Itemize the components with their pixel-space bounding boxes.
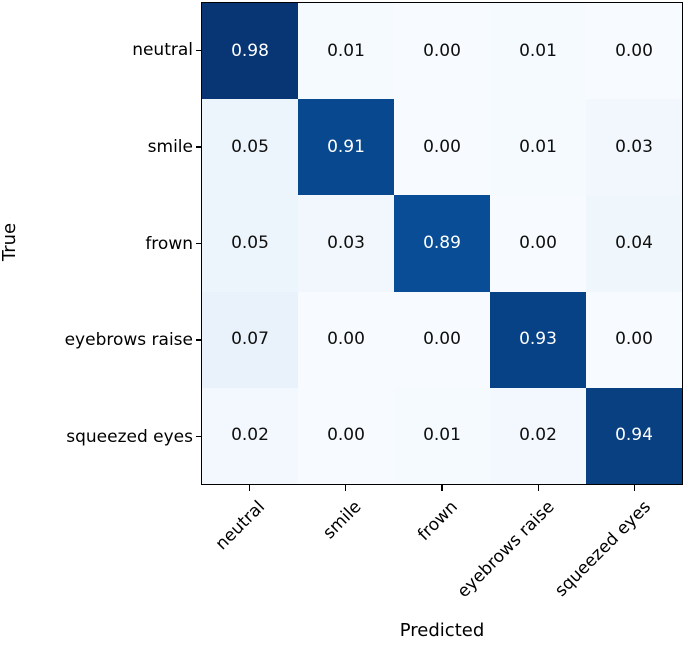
y-tick-label: frown	[145, 234, 193, 254]
heatmap-cell: 0.01	[490, 3, 586, 99]
y-axis-label: True	[0, 223, 20, 261]
heatmap-cell: 0.00	[394, 292, 490, 388]
y-tick-label: neutral	[132, 40, 193, 60]
heatmap-cell: 0.05	[202, 99, 298, 195]
heatmap-cell: 0.02	[490, 388, 586, 484]
x-tick-mark	[538, 485, 539, 491]
y-tick-mark	[196, 436, 202, 437]
heatmap-cell: 0.91	[298, 99, 394, 195]
x-tick-label: squeezed eyes	[551, 497, 655, 601]
heatmap-cell: 0.98	[202, 3, 298, 99]
y-tick-mark	[196, 146, 202, 147]
y-tick-mark	[196, 339, 202, 340]
y-tick-label: squeezed eyes	[66, 427, 193, 447]
heatmap-cell: 0.02	[202, 388, 298, 484]
heatmap-cell: 0.05	[202, 195, 298, 291]
y-tick-label: eyebrows raise	[65, 330, 193, 350]
heatmap-cell: 0.01	[394, 388, 490, 484]
heatmap-cell: 0.94	[586, 388, 682, 484]
heatmap-cell: 0.93	[490, 292, 586, 388]
confusion-matrix-figure: True Predicted 0.980.010.000.010.000.050…	[0, 0, 685, 648]
x-tick-label: eyebrows raise	[454, 497, 559, 602]
y-tick-mark	[196, 50, 202, 51]
heatmap-cell: 0.07	[202, 292, 298, 388]
x-axis-label: Predicted	[201, 620, 683, 641]
heatmap-cell: 0.03	[298, 195, 394, 291]
heatmap-cell: 0.01	[490, 99, 586, 195]
x-tick-mark	[249, 485, 250, 491]
heatmap-cell: 0.01	[298, 3, 394, 99]
x-tick-mark	[441, 485, 442, 491]
heatmap-cell: 0.00	[394, 3, 490, 99]
heatmap-plot: 0.980.010.000.010.000.050.910.000.010.03…	[201, 2, 683, 485]
heatmap-cell: 0.04	[586, 195, 682, 291]
x-tick-label: frown	[414, 497, 462, 545]
heatmap-cell: 0.00	[586, 3, 682, 99]
heatmap-cell: 0.89	[394, 195, 490, 291]
x-tick-label: smile	[320, 497, 366, 543]
heatmap-cell: 0.00	[298, 388, 394, 484]
y-tick-label: smile	[148, 137, 193, 157]
heatmap-cell: 0.03	[586, 99, 682, 195]
x-tick-label: neutral	[212, 497, 269, 554]
y-tick-mark	[196, 243, 202, 244]
x-tick-mark	[345, 485, 346, 491]
heatmap-cell: 0.00	[298, 292, 394, 388]
heatmap-cell: 0.00	[586, 292, 682, 388]
heatmap-cell: 0.00	[394, 99, 490, 195]
heatmap-cell: 0.00	[490, 195, 586, 291]
x-tick-mark	[634, 485, 635, 491]
